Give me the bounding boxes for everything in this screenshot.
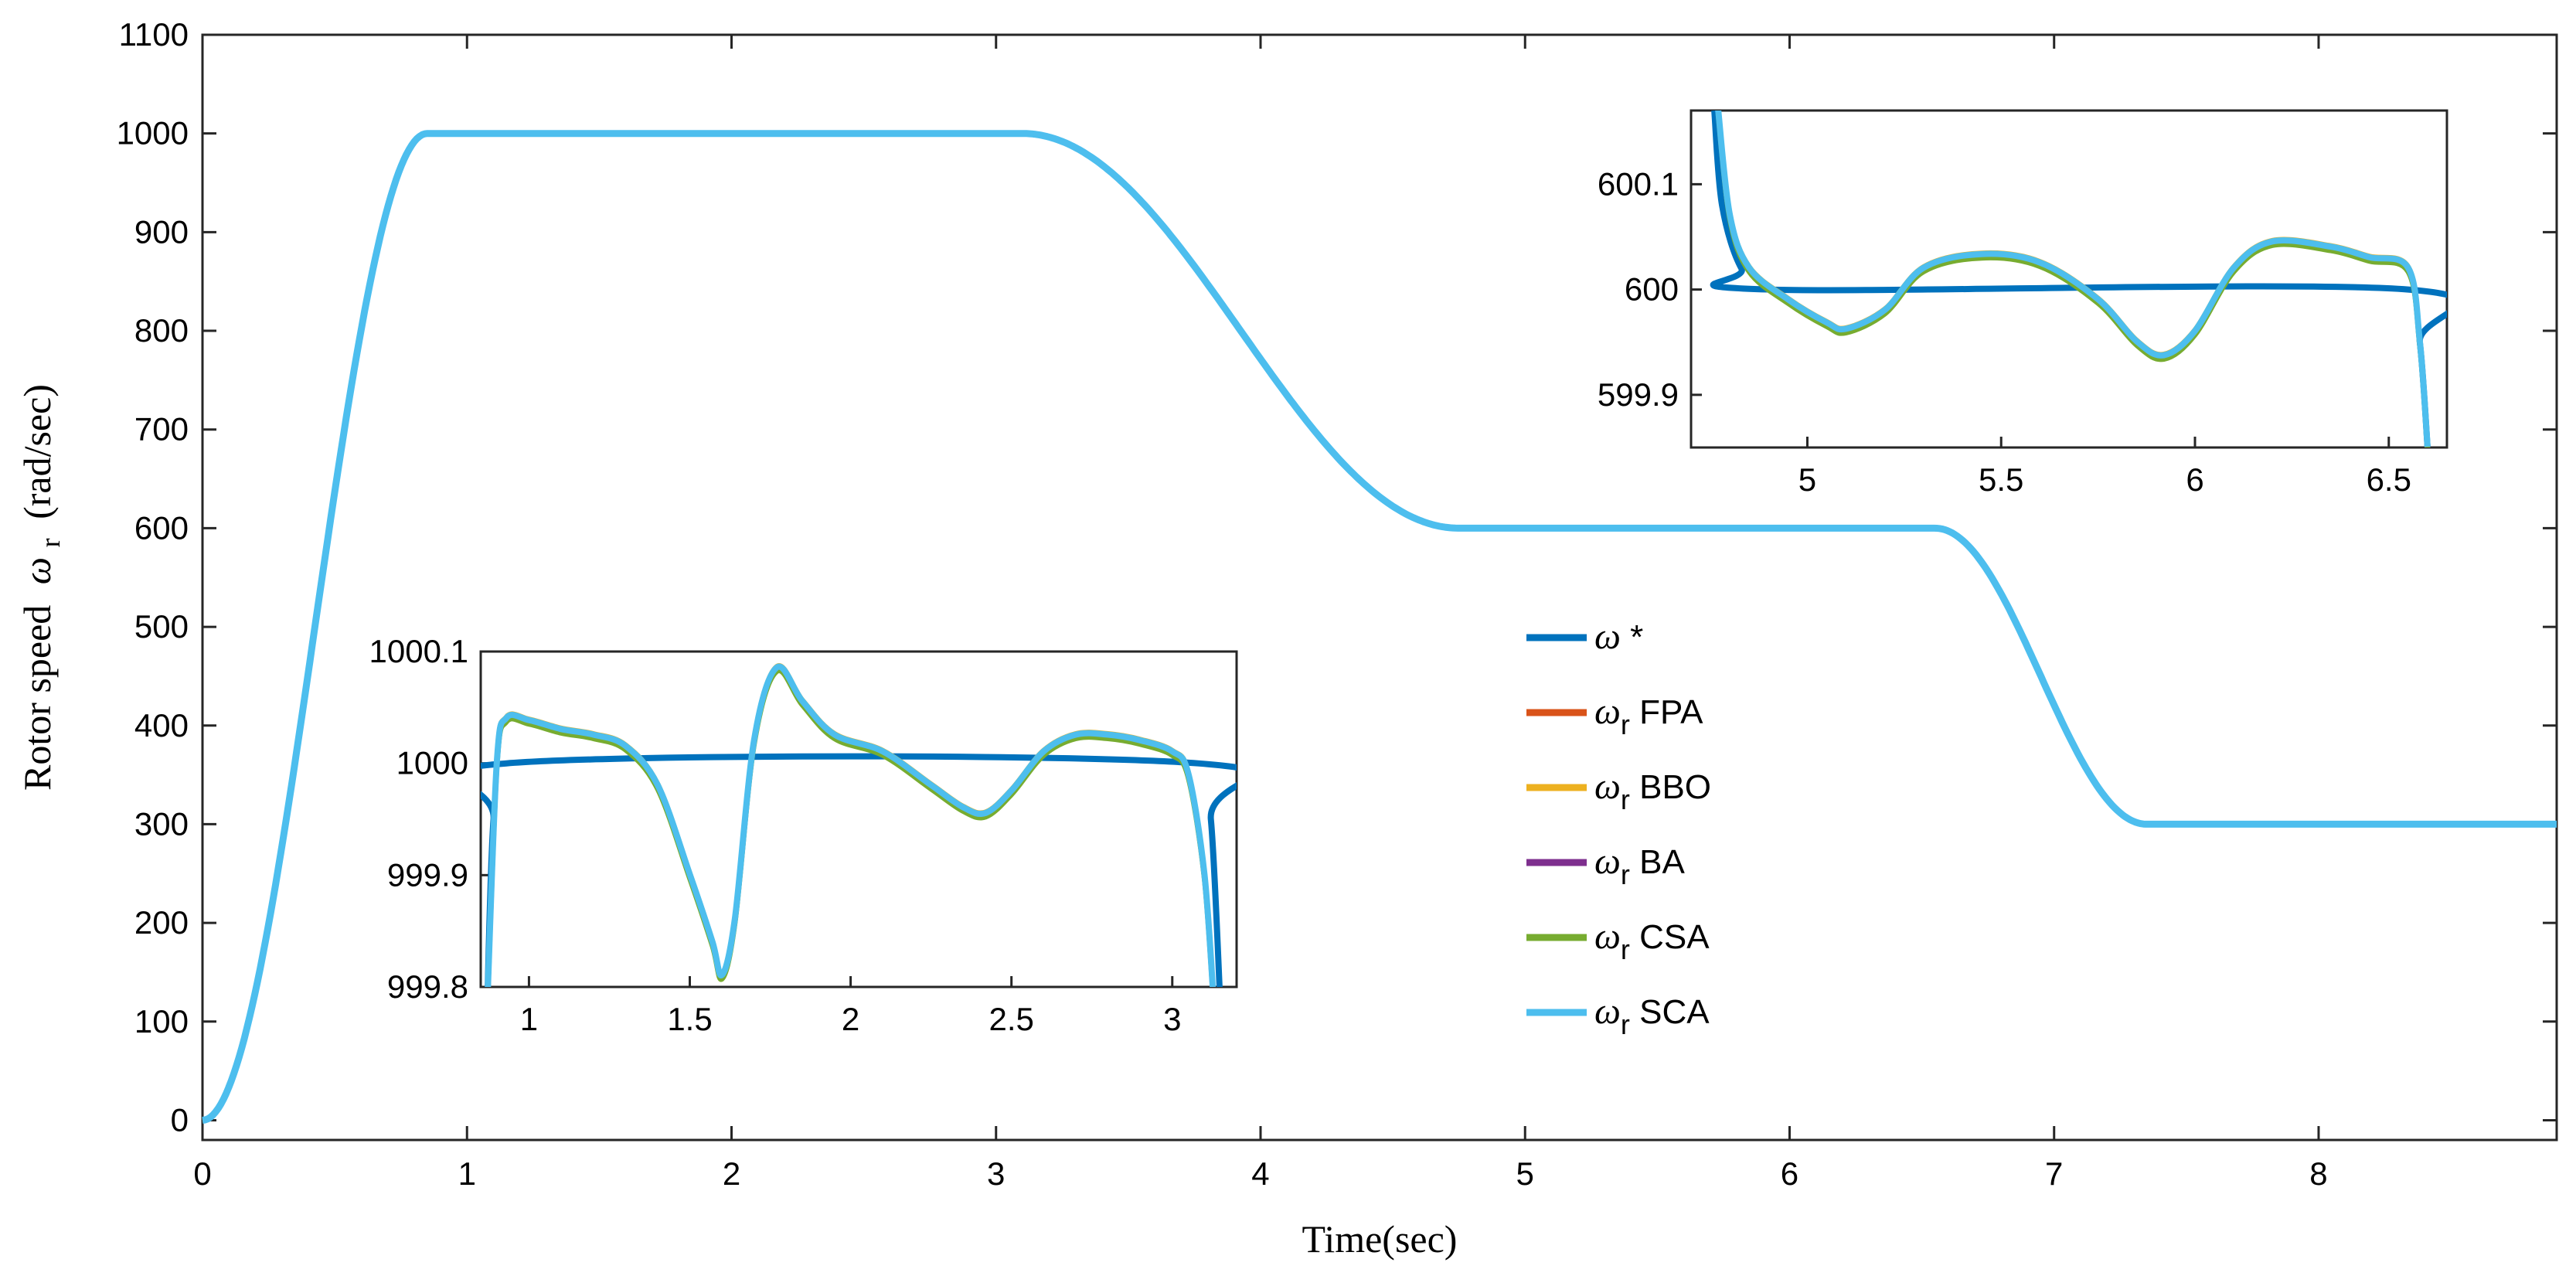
inset-x-tick-label: 3: [1163, 1001, 1181, 1037]
legend-entry: ωr BA: [1526, 841, 1685, 890]
legend-label: ωr SCA: [1594, 991, 1710, 1040]
inset-2-ticks: 5 5.5 6 6.5 599.9 600 600.1: [1598, 165, 2411, 498]
x-tick-label: 1: [458, 1155, 476, 1192]
legend-label: ωr BA: [1594, 841, 1685, 890]
y-axis-label-unit: (rad/sec): [15, 384, 59, 519]
inset-x-tick-label: 6: [2186, 461, 2203, 498]
y-tick-label: 100: [134, 1003, 189, 1040]
inset-x-tick-label: 1: [520, 1001, 538, 1037]
y-tick-label: 900: [134, 213, 189, 250]
inset-zoom-1000: 1 1.5 2 2.5 3 999.8 999.9 1000 1000.1: [369, 633, 1238, 1037]
y-tick-label: 400: [134, 707, 189, 743]
inset-y-tick-label: 599.9: [1598, 376, 1679, 413]
legend-subscript: r: [1621, 784, 1630, 815]
x-tick-label: 0: [193, 1155, 211, 1192]
inset-reference-line: [1710, 111, 2447, 447]
legend-symbol: ω: [1594, 916, 1621, 957]
legend-entry: ω *: [1526, 616, 1643, 657]
legend-symbol: ω: [1594, 991, 1621, 1032]
inset-x-tick-label: 5.5: [1979, 461, 2023, 498]
inset-x-tick-label: 1.5: [667, 1001, 712, 1037]
y-axis-label: Rotor speed ω r (rad/sec): [15, 384, 68, 791]
inset-y-tick-label: 1000: [396, 745, 468, 781]
y-tick-label: 600: [134, 509, 189, 546]
legend-entry: ωr CSA: [1526, 916, 1710, 965]
legend-subscript: r: [1621, 934, 1630, 965]
main-series-line--r-sca: [201, 130, 2558, 1124]
inset-y-tick-label: 600.1: [1598, 165, 1679, 202]
x-tick-label: 3: [987, 1155, 1005, 1192]
legend-text: SCA: [1630, 993, 1710, 1031]
legend-text: FPA: [1630, 693, 1703, 731]
legend-label: ωr CSA: [1594, 916, 1710, 965]
legend-symbol: ω: [1594, 691, 1621, 732]
legend-label: ω *: [1594, 616, 1643, 657]
legend-symbol: ω: [1594, 766, 1621, 807]
main-y-ticks: 0 100 200 300 400 500 600 700 800 900 1000 1100: [117, 16, 2557, 1138]
legend-subscript: r: [1621, 709, 1630, 740]
y-axis-label-symbol: ω: [15, 557, 59, 584]
x-axis-label: Time(sec): [1302, 1217, 1458, 1261]
x-tick-label: 6: [1781, 1155, 1798, 1192]
legend-text: CSA: [1630, 918, 1710, 956]
inset-zoom-600: 5 5.5 6 6.5 599.9 600 600.1: [1598, 109, 2448, 498]
inset-series-line--r-sca: [1715, 111, 2431, 447]
x-tick-label: 7: [2045, 1155, 2063, 1192]
inset-x-tick-label: 5: [1798, 461, 1816, 498]
inset-2-lines: [1710, 111, 2447, 447]
inset-1-ticks: 1 1.5 2 2.5 3 999.8 999.9 1000 1000.1: [369, 633, 1182, 1037]
legend-subscript: r: [1621, 1009, 1630, 1040]
legend-entry: ωr FPA: [1526, 691, 1703, 740]
y-tick-label: 0: [171, 1101, 189, 1138]
inset-x-tick-label: 2: [842, 1001, 859, 1037]
legend-symbol: ω: [1594, 841, 1621, 882]
legend-label: ωr FPA: [1594, 691, 1703, 740]
x-tick-label: 2: [723, 1155, 740, 1192]
main-series-lines: [201, 130, 2558, 1124]
legend-text: *: [1621, 618, 1643, 656]
y-tick-label: 800: [134, 312, 189, 349]
legend-entry: ωr BBO: [1526, 766, 1711, 815]
y-tick-label: 1100: [119, 16, 189, 53]
x-tick-label: 8: [2309, 1155, 2327, 1192]
inset-y-tick-label: 600: [1625, 271, 1679, 308]
inset-1-lines: [481, 662, 1237, 987]
inset-1-frame: [479, 650, 1238, 988]
y-tick-label: 500: [134, 608, 189, 645]
legend-symbol: ω: [1594, 616, 1621, 657]
x-tick-label: 4: [1251, 1155, 1269, 1192]
inset-y-tick-label: 999.9: [387, 856, 468, 893]
y-tick-label: 1000: [117, 115, 189, 151]
inset-series-line--r-sca: [485, 663, 1217, 987]
inset-x-tick-label: 2.5: [989, 1001, 1033, 1037]
legend-text: BBO: [1630, 768, 1711, 806]
inset-y-tick-label: 1000.1: [369, 633, 468, 669]
y-tick-label: 300: [134, 805, 189, 842]
legend-subscript: r: [1621, 859, 1630, 890]
x-tick-label: 5: [1516, 1155, 1534, 1192]
inset-y-tick-label: 999.8: [387, 968, 468, 1005]
y-axis-label-subscript: r: [35, 538, 66, 547]
y-tick-label: 200: [134, 904, 189, 941]
y-axis-label-text: Rotor speed: [15, 605, 59, 791]
y-tick-label: 700: [134, 411, 189, 447]
legend-entry: ωr SCA: [1526, 991, 1710, 1040]
legend-text: BA: [1630, 843, 1686, 881]
inset-series-line--r-csa: [485, 667, 1216, 987]
main-x-ticks: 0 1 2 3 4 5 6 7 8: [193, 35, 2328, 1192]
inset-x-tick-label: 6.5: [2367, 461, 2411, 498]
svg-text:Rotor speed ω r: Rotor speed ω r (rad/sec): [15, 384, 68, 791]
legend-label: ωr BBO: [1594, 766, 1711, 815]
